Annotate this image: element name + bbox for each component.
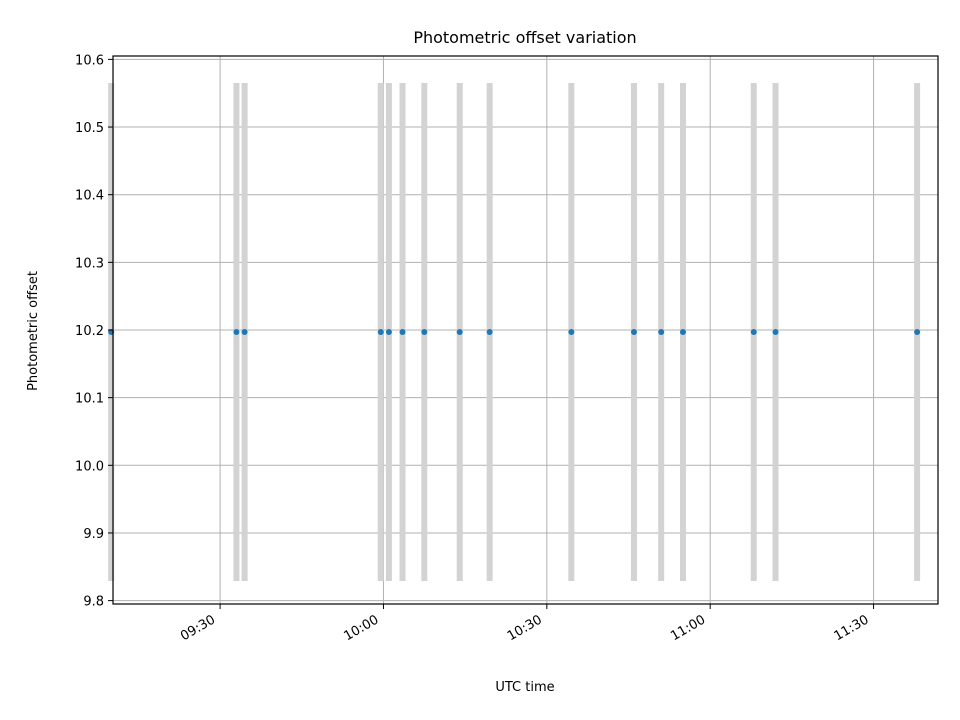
x-axis-label: UTC time <box>495 680 554 695</box>
x-tick-label: 09:30 <box>178 612 218 644</box>
y-tick-label: 10.4 <box>75 189 104 204</box>
y-tick-label: 10.6 <box>75 53 104 68</box>
data-point <box>658 329 665 336</box>
x-tick-label: 10:00 <box>342 612 382 644</box>
data-points <box>108 329 921 336</box>
chart-title: Photometric offset variation <box>413 28 636 47</box>
data-point <box>568 329 575 336</box>
y-tick-label: 10.5 <box>75 121 104 136</box>
data-point <box>630 329 637 336</box>
x-tick-label: 10:30 <box>505 612 545 644</box>
x-tick-label: 11:00 <box>668 612 708 644</box>
grid <box>113 56 938 604</box>
data-point <box>914 329 921 336</box>
data-point <box>456 329 463 336</box>
data-point <box>385 329 392 336</box>
y-axis-label: Photometric offset <box>26 271 41 391</box>
y-tick-label: 9.8 <box>83 595 104 610</box>
data-point <box>750 329 757 336</box>
data-point <box>679 329 686 336</box>
y-tick-label: 10.1 <box>75 392 104 407</box>
data-point <box>486 329 493 336</box>
data-point <box>399 329 406 336</box>
data-point <box>233 329 240 336</box>
error-bars <box>108 83 921 581</box>
data-point <box>377 329 384 336</box>
x-tick-label: 11:30 <box>832 612 872 644</box>
y-tick-label: 10.0 <box>75 459 104 474</box>
y-tick-label: 9.9 <box>83 527 104 542</box>
data-point <box>772 329 779 336</box>
data-point <box>421 329 428 336</box>
y-tick-label: 10.2 <box>75 324 104 339</box>
y-tick-label: 10.3 <box>75 256 104 271</box>
data-point <box>241 329 248 336</box>
